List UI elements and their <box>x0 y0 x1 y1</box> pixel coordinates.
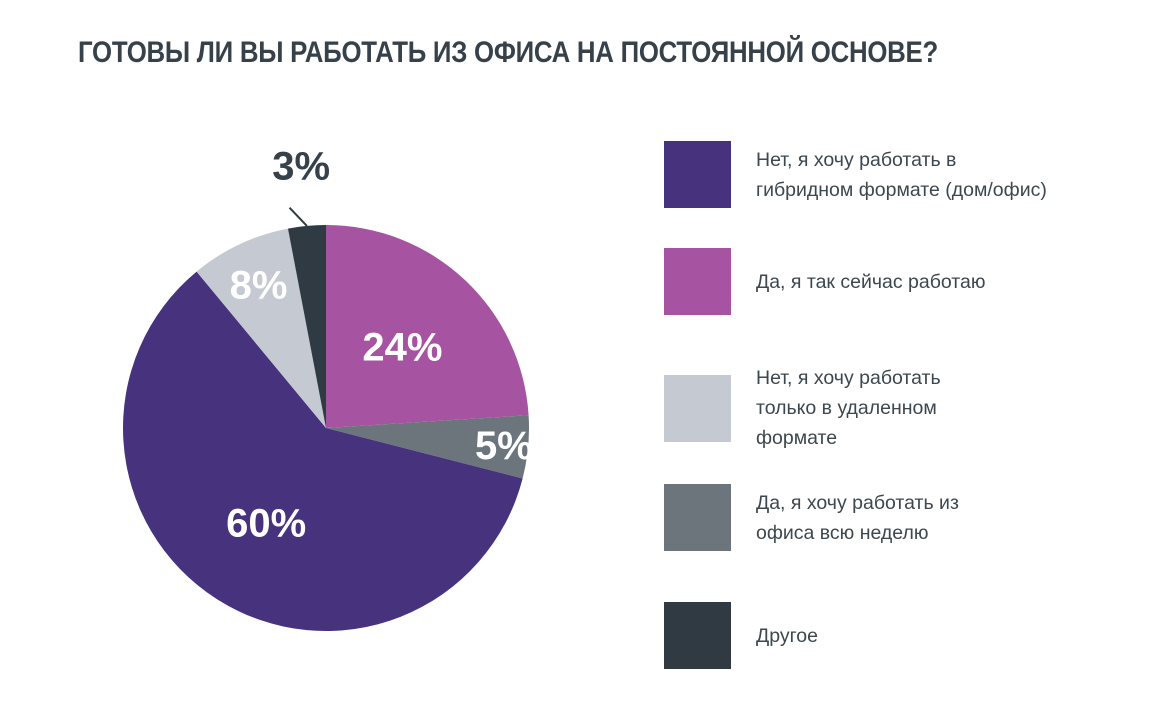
pie-chart: 24% 5% 60% 8% 3% <box>122 144 533 631</box>
legend-label: Да, я хочу работать из офиса всю неделю <box>756 491 959 544</box>
legend-label: Другое <box>756 624 818 647</box>
slice-percent-label: 5% <box>475 424 533 468</box>
slice-percent-label: 24% <box>362 326 442 370</box>
legend-item-other: Другое <box>664 602 1116 669</box>
legend-item-hybrid: Нет, я хочу работать в гибридном формате… <box>664 141 1116 208</box>
legend-label: Нет, я хочу работать в гибридном формате… <box>756 148 1047 201</box>
pie-slice <box>122 271 523 631</box>
pie-slice <box>326 415 529 479</box>
legend-swatch <box>664 248 731 315</box>
legend-swatch <box>664 141 731 208</box>
pie-slice <box>326 225 529 428</box>
legend-item-office-full-week: Да, я хочу работать из офиса всю неделю <box>664 484 1116 551</box>
pie-slice <box>196 228 326 428</box>
legend-item-office-now: Да, я так сейчас работаю <box>664 248 1116 315</box>
legend-swatch <box>664 374 731 442</box>
legend-item-remote-only: Нет, я хочу работать только в удаленном … <box>664 363 1116 453</box>
pie-slice <box>287 225 326 428</box>
chart-title: ГОТОВЫ ЛИ ВЫ РАБОТАТЬ ИЗ ОФИСА НА ПОСТОЯ… <box>78 36 938 69</box>
legend-label: Да, я так сейчас работаю <box>756 270 986 293</box>
legend: Нет, я хочу работать в гибридном формате… <box>664 0 1164 706</box>
slice-percent-label: 60% <box>226 501 306 545</box>
legend-label: Нет, я хочу работать только в удаленном … <box>756 367 941 449</box>
slice-percent-label: 8% <box>230 264 288 308</box>
slice-percent-label: 3% <box>272 144 330 188</box>
legend-swatch <box>664 484 731 551</box>
legend-swatch <box>664 602 731 669</box>
small-slice-leader-line <box>288 207 308 227</box>
